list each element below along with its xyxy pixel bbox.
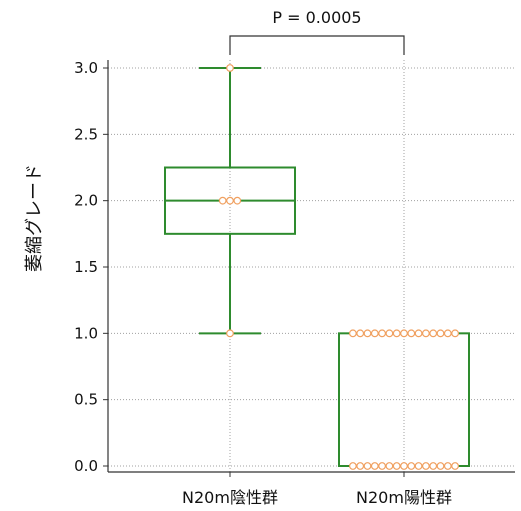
data-point bbox=[378, 462, 387, 470]
annotation-layer: P = 0.0005 bbox=[229, 8, 405, 55]
y-tick-label: 0.0 bbox=[74, 457, 98, 475]
data-point bbox=[226, 64, 234, 72]
data-point bbox=[443, 329, 452, 338]
y-tick-label: 2.0 bbox=[74, 192, 98, 210]
data-point bbox=[407, 329, 416, 338]
data-point bbox=[451, 329, 460, 338]
data-point bbox=[385, 462, 394, 470]
y-axis-label: 萎縮グレード bbox=[24, 164, 45, 272]
data-point bbox=[407, 462, 416, 470]
data-point bbox=[436, 462, 445, 470]
data-point bbox=[400, 462, 408, 470]
significance-bracket bbox=[229, 35, 405, 55]
data-point bbox=[436, 329, 445, 338]
data-point bbox=[400, 329, 408, 338]
data-point bbox=[356, 329, 365, 338]
data-point bbox=[370, 329, 379, 338]
y-tick-label: 1.0 bbox=[74, 324, 98, 342]
data-point bbox=[363, 462, 372, 470]
data-point bbox=[233, 196, 242, 205]
data-point bbox=[392, 329, 401, 338]
axis-layer bbox=[103, 60, 515, 477]
point-layer bbox=[218, 64, 460, 470]
data-point bbox=[429, 329, 438, 338]
data-point bbox=[422, 462, 430, 470]
data-point bbox=[429, 462, 438, 470]
data-point bbox=[226, 196, 234, 205]
p-value-annotation: P = 0.0005 bbox=[272, 8, 361, 27]
data-point bbox=[218, 196, 227, 205]
data-point bbox=[414, 329, 423, 338]
data-point bbox=[363, 329, 372, 338]
y-tick-label: 3.0 bbox=[74, 59, 98, 77]
data-point bbox=[443, 462, 452, 470]
y-tick-label: 0.5 bbox=[74, 391, 98, 409]
data-point bbox=[451, 462, 460, 470]
data-point bbox=[349, 462, 357, 470]
data-point bbox=[378, 329, 387, 338]
label-layer: 0.0 0.5 1.0 1.5 2.0 2.5 3.0 N20m陰性群 N20m陽性群 萎縮グレー… bbox=[24, 59, 452, 507]
grid-layer bbox=[108, 60, 515, 472]
data-point bbox=[226, 329, 234, 338]
data-point bbox=[349, 329, 357, 338]
x-category-label: N20m陽性群 bbox=[356, 488, 452, 507]
data-point bbox=[385, 329, 394, 338]
y-tick-label: 2.5 bbox=[74, 125, 98, 143]
data-point bbox=[414, 462, 423, 470]
data-point bbox=[356, 462, 365, 470]
x-category-label: N20m陰性群 bbox=[182, 488, 278, 507]
data-point bbox=[422, 329, 430, 338]
data-point bbox=[392, 462, 401, 470]
data-point bbox=[370, 462, 379, 470]
y-tick-label: 1.5 bbox=[74, 258, 98, 276]
